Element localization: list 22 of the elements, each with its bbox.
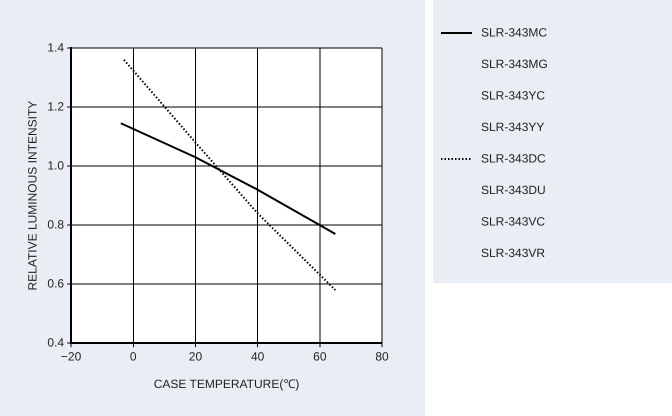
y-tick-label: 1.4 [47, 40, 64, 54]
text: SLR-343MG [481, 56, 548, 71]
legend-label: SLR-343DC [481, 151, 546, 166]
legend-label: SLR-343MC [481, 25, 548, 40]
text: SLR-343DU [481, 182, 546, 197]
text: SLR-343VR [481, 246, 546, 260]
x-tick-label: 20 [188, 350, 202, 364]
y-tick-label: 0.4 [47, 336, 64, 350]
text: SLR-343YY [481, 120, 544, 134]
y-tick-label: 0.8 [47, 217, 64, 232]
x-tick-label: 60 [313, 350, 327, 364]
text: SLR-343YC [481, 88, 546, 102]
x-tick-label: 80 [375, 350, 389, 364]
y-tick-label: 1.2 [47, 99, 64, 114]
x-axis-title: CASE TEMPERATURE(℃) [154, 377, 300, 392]
x-tick-label: −20 [60, 350, 82, 364]
y-tick-label: 0.6 [47, 276, 64, 290]
x-tick-label: 40 [250, 350, 265, 364]
x-tick-label: 0 [130, 350, 137, 364]
y-tick-label: 1.0 [47, 158, 64, 172]
y-axis-title: RELATIVE LUMINOUS INTENSITY [26, 100, 40, 291]
text: SLR-343VC [481, 214, 546, 228]
